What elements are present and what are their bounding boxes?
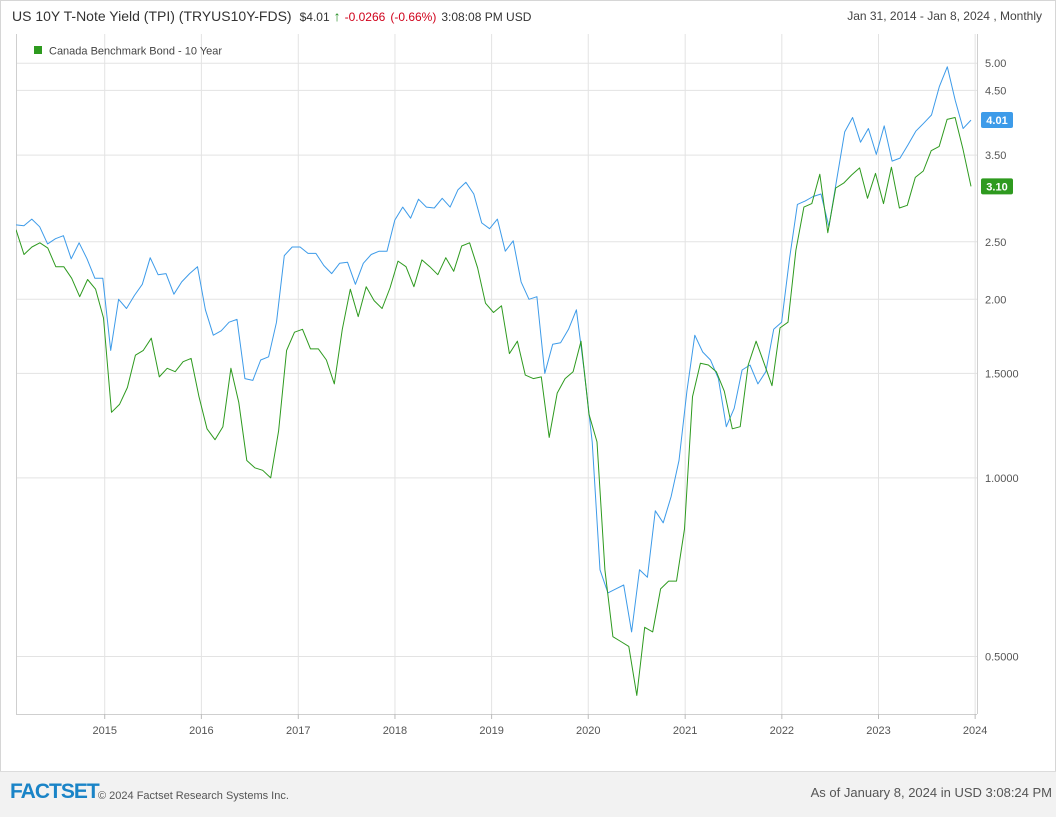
quote-time: 3:08:08 PM USD: [441, 10, 532, 24]
security-title[interactable]: US 10Y T-Note Yield (TPI) (TRYUS10Y-FDS): [12, 8, 292, 24]
legend-swatch-canada: [34, 46, 42, 54]
y-tick-label: 4.50: [985, 85, 1006, 97]
x-tick-label: 2018: [383, 725, 407, 737]
chart-area[interactable]: 0.5000 1.0000 1.5000 2.00 2.50 3.50 4.50 5.00 20…: [15, 34, 1040, 768]
x-tick-label: 2022: [770, 725, 794, 737]
x-tick-label: 2015: [92, 725, 116, 737]
last-price: $4.01: [299, 10, 330, 24]
date-range-frequency[interactable]: Jan 31, 2014 - Jan 8, 2024 , Monthly: [847, 9, 1042, 23]
last-value-badge-canada: [981, 178, 1013, 195]
y-tick-label: 0.5000: [985, 652, 1019, 664]
copyright-text: © 2024 Factset Research Systems Inc.: [98, 790, 289, 802]
last-value-badge-us: [981, 112, 1013, 129]
as-of-timestamp: As of January 8, 2024 in USD 3:08:24 PM: [810, 785, 1052, 800]
legend-label-canada: Canada Benchmark Bond - 10 Year: [49, 46, 222, 58]
last-value-label-canada: 3.10: [986, 181, 1007, 193]
footer: FACTSET © 2024 Factset Research Systems …: [0, 771, 1056, 817]
x-tick-label: 2023: [866, 725, 890, 737]
y-tick-label: 3.50: [985, 150, 1006, 162]
arrow-up-icon: ↑: [333, 8, 341, 24]
y-tick-label: 2.00: [985, 294, 1006, 306]
series-line-us: [15, 66, 972, 633]
last-value-label-us: 4.01: [986, 115, 1007, 127]
factset-logo: FACTSET: [10, 780, 100, 803]
x-tick-label: 2020: [576, 725, 600, 737]
series-line-canada: [15, 117, 972, 696]
y-tick-label: 1.5000: [985, 368, 1019, 380]
y-tick-label: 5.00: [985, 58, 1006, 70]
x-tick-label: 2017: [286, 725, 310, 737]
price-change: -0.0266: [344, 10, 386, 24]
chart-header: US 10Y T-Note Yield (TPI) (TRYUS10Y-FDS)…: [12, 8, 531, 26]
x-tick-label: 2016: [189, 725, 213, 737]
price-change-percent: (-0.66%): [390, 10, 437, 24]
x-tick-label: 2019: [479, 725, 503, 737]
y-tick-label: 1.0000: [985, 473, 1019, 485]
x-tick-label: 2024: [963, 725, 987, 737]
x-tick-label: 2021: [673, 725, 697, 737]
y-tick-label: 2.50: [985, 237, 1006, 249]
line-chart-svg[interactable]: 0.5000 1.0000 1.5000 2.00 2.50 3.50 4.50 5.00 20…: [15, 34, 1040, 768]
